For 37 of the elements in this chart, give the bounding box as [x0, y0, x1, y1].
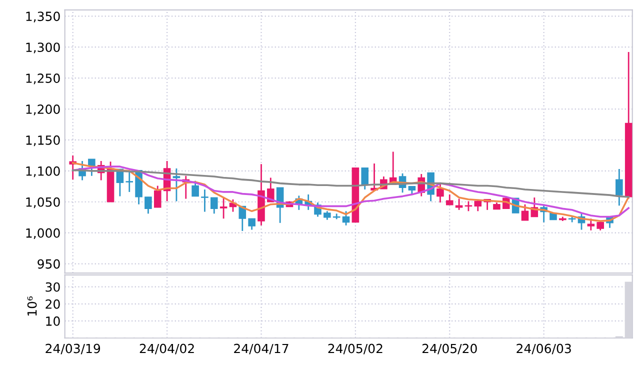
- y-tick-label: 1,300: [26, 42, 60, 54]
- y-tick-label: 30: [46, 282, 60, 292]
- y-tick-label: 1,150: [26, 135, 60, 146]
- y-tick-label: 20: [46, 299, 60, 309]
- candlestick: [88, 158, 96, 177]
- candlestick: [172, 168, 180, 202]
- candlestick: [464, 200, 472, 212]
- candlestick: [248, 218, 256, 230]
- candlestick: [342, 210, 350, 226]
- candlestick: [587, 218, 595, 232]
- y-tick-label: 10: [46, 316, 60, 326]
- candlestick: [144, 196, 152, 214]
- x-tick-label: 24/03/19: [46, 344, 100, 354]
- candlestick: [201, 188, 208, 212]
- y-tick-label: 1,050: [26, 197, 60, 208]
- x-tick-label: 24/06/03: [516, 344, 571, 354]
- x-tick-label: 24/04/17: [234, 344, 288, 354]
- candlestick: [521, 204, 529, 222]
- y-tick-label: 1,200: [26, 104, 60, 116]
- y-tick-label: 1,350: [26, 12, 60, 22]
- x-tick-label: 24/05/20: [422, 344, 477, 354]
- x-tick-label: 24/05/02: [328, 344, 382, 354]
- candlestick: [455, 198, 463, 211]
- candlestick: [616, 168, 623, 206]
- candlestick: [154, 185, 162, 208]
- y-tick-label: 950: [38, 259, 60, 269]
- x-tick-label: 24/04/02: [140, 344, 194, 354]
- y-axis-title: 10⁶: [27, 296, 37, 316]
- candlestick: [446, 194, 454, 206]
- y-tick-label: 1,100: [26, 166, 60, 178]
- candlestick: [361, 167, 368, 190]
- y-tick-label: 1,250: [26, 74, 60, 84]
- candlestick: [220, 196, 228, 220]
- candlestick: [210, 196, 218, 214]
- candlestick: [436, 182, 444, 204]
- y-tick-label: 1,000: [26, 228, 60, 240]
- candlestick: [126, 170, 134, 193]
